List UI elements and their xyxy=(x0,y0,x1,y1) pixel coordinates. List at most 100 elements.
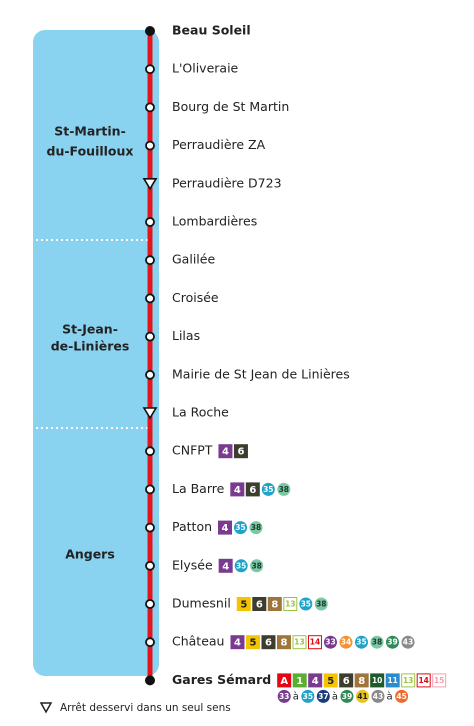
line-badge xyxy=(252,597,267,611)
badge-label: 43 xyxy=(403,638,413,647)
badge-label: 11 xyxy=(387,676,397,685)
badge-label: 41 xyxy=(357,692,367,701)
line-badge xyxy=(245,635,260,650)
stop-marker xyxy=(145,560,155,571)
bus-badge xyxy=(340,689,354,703)
stop-marker xyxy=(145,64,155,75)
line-badge xyxy=(267,597,282,611)
badge-label: 4 xyxy=(312,676,319,687)
bus-badge xyxy=(355,689,369,703)
zone-label: du-Fouilloux xyxy=(47,144,134,159)
stop-name: Beau Soleil xyxy=(172,23,251,38)
badge-label: 6 xyxy=(343,676,350,687)
badge-label: 38 xyxy=(372,638,382,647)
badge-label: 35 xyxy=(356,638,366,647)
badge-label: 35 xyxy=(236,561,246,570)
badge-label: 15 xyxy=(434,676,444,685)
oneway-legend-icon xyxy=(39,702,53,714)
line-badge xyxy=(292,635,307,650)
line-badge xyxy=(432,673,447,688)
badge-label: 38 xyxy=(279,485,289,494)
line-badge xyxy=(218,520,233,535)
stop-marker xyxy=(145,293,155,304)
badge-label: 4 xyxy=(234,485,241,496)
zone-label: de-Linières xyxy=(51,339,130,354)
bus-badge xyxy=(385,635,399,649)
badge-label: 6 xyxy=(237,447,244,458)
stop-marker xyxy=(145,369,155,380)
stop-marker xyxy=(145,331,155,342)
bus-badge xyxy=(354,635,368,649)
stop-marker xyxy=(145,255,155,266)
badge-label: 35 xyxy=(303,692,313,701)
stop-marker xyxy=(145,140,155,151)
stop-name: La Roche xyxy=(172,405,229,420)
badge-label: 6 xyxy=(256,600,263,611)
stop-name: Bourg de St Martin xyxy=(172,99,289,114)
badge-label: 1 xyxy=(296,676,303,687)
stop-marker xyxy=(145,522,155,533)
badge-label: 39 xyxy=(342,692,352,701)
terminus-marker xyxy=(145,675,155,686)
line-badge xyxy=(354,673,369,688)
badge-label: A xyxy=(280,676,288,687)
badge-label: 10 xyxy=(372,676,382,685)
line-badge xyxy=(245,482,260,497)
stop-name: Patton xyxy=(172,519,212,534)
line-badge xyxy=(218,558,233,573)
stop-name: Perraudière ZA xyxy=(172,137,266,152)
badge-label: 43 xyxy=(373,692,383,701)
bus-badge xyxy=(314,597,328,611)
bus-badge xyxy=(250,559,264,573)
bus-badge xyxy=(299,597,313,611)
bus-badge xyxy=(261,482,275,496)
badge-label: 14 xyxy=(310,638,320,647)
line-badge xyxy=(401,673,416,688)
line-badge xyxy=(236,597,251,611)
bus-badge xyxy=(339,635,353,649)
stop-marker xyxy=(145,599,155,609)
bus-badge xyxy=(234,521,248,535)
bus-badge xyxy=(371,689,385,703)
oneway-marker xyxy=(142,407,158,420)
stop-name: CNFPT xyxy=(172,443,213,458)
zone-label: St-Jean- xyxy=(62,322,118,337)
line-badge xyxy=(323,673,338,688)
badge-label: 38 xyxy=(251,561,261,570)
stop-name: Elysée xyxy=(172,557,213,572)
bus-badge xyxy=(370,635,384,649)
line-badge xyxy=(416,673,431,688)
stop-name: Château xyxy=(172,634,224,649)
connector-text: à xyxy=(386,690,392,702)
line-badge xyxy=(339,673,354,688)
badge-label: 35 xyxy=(263,485,273,494)
badge-label: 13 xyxy=(294,638,304,647)
stop-name: La Barre xyxy=(172,481,225,496)
stop-name: Galilée xyxy=(172,252,215,267)
stop-name: Lilas xyxy=(172,328,200,343)
badge-label: 35 xyxy=(235,523,245,532)
badge-label: 38 xyxy=(316,600,326,609)
line-badge xyxy=(218,444,233,459)
bus-badge xyxy=(249,521,263,535)
line-badge xyxy=(261,635,276,650)
stop-name: Lombardières xyxy=(172,214,257,229)
badge-label: 8 xyxy=(271,600,278,611)
stop-name: Dumesnil xyxy=(172,596,231,611)
badge-label: 4 xyxy=(222,447,229,458)
line-badge xyxy=(233,444,248,459)
line-badge xyxy=(308,673,323,688)
stop-marker xyxy=(145,484,155,495)
badge-label: 38 xyxy=(251,523,261,532)
badge-label: 39 xyxy=(387,638,397,647)
badge-label: 6 xyxy=(265,638,272,649)
badge-label: 5 xyxy=(250,638,257,649)
badge-label: 6 xyxy=(249,485,256,496)
line-badge xyxy=(307,635,322,650)
badge-label: 13 xyxy=(285,600,295,609)
badge-label: 4 xyxy=(222,561,229,572)
zone-label: Angers xyxy=(65,547,115,562)
bus-badge xyxy=(323,635,337,649)
line-badge xyxy=(230,635,245,650)
